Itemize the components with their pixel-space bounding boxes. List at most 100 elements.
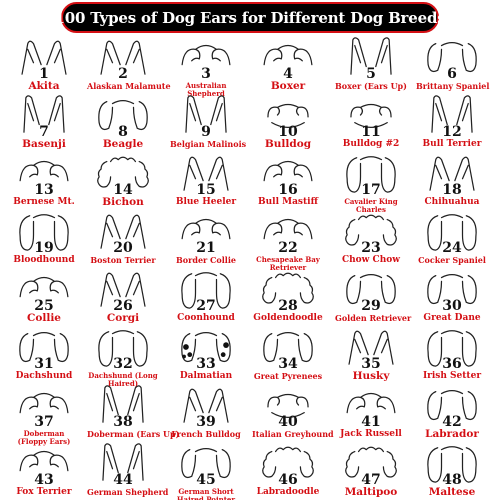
rose-ears-icon [267, 393, 309, 419]
breed-card: 46 Labradoodle [252, 442, 324, 497]
breed-name: Alaskan Malamute [87, 81, 171, 91]
breed-card: 5 Boxer (Ears Up) [335, 36, 407, 91]
breed-name: Corgi [106, 312, 140, 324]
long-ears-icon [98, 330, 148, 367]
breed-number: 31 [34, 356, 54, 372]
fold-ears-icon [346, 392, 396, 414]
fluffy-ears-icon [345, 446, 397, 478]
breed-name: Great Dane [423, 313, 481, 323]
breed-name: Beagle [102, 138, 144, 150]
breed-name: Collie [26, 312, 61, 324]
breed-number: 6 [447, 66, 457, 82]
breed-number: 8 [118, 124, 128, 140]
breed-name: Australian Shepherd [185, 81, 227, 98]
drop-ears-icon [19, 332, 69, 363]
breed-number: 14 [113, 182, 133, 198]
breed-card: 28 Goldendoodle [252, 268, 324, 323]
erect-ears-icon [21, 40, 67, 75]
breed-name: Doberman (Ears Up) [87, 429, 180, 439]
drop-ears-icon [427, 390, 477, 421]
breed-number: 34 [278, 356, 298, 372]
long-ears-icon [427, 330, 477, 367]
breed-name: Brittany Spaniel [416, 81, 490, 91]
breed-name: Maltese [428, 486, 476, 498]
breed-number: 33 [196, 356, 216, 372]
breed-number: 37 [34, 414, 54, 430]
erect-ears-icon [100, 40, 146, 75]
drop-ears-icon [181, 448, 231, 479]
breed-name: Bulldog #2 [342, 139, 400, 149]
breed-card: 4 Boxer [252, 36, 324, 91]
breed-number: 23 [361, 240, 381, 256]
spotted-ears-icon [181, 332, 231, 363]
breed-name: Italian Greyhound [252, 429, 334, 439]
breed-name: Great Pyrenees [253, 371, 323, 381]
breed-name: Belgian Malinois [170, 139, 247, 149]
breed-number: 45 [196, 472, 216, 488]
breed-card: 26 Corgi [87, 268, 159, 323]
breed-card: 16 Bull Mastiff [252, 152, 324, 207]
rose-ears-icon [267, 103, 309, 129]
erect-ears-icon [183, 156, 229, 191]
fold-ears-icon [19, 450, 69, 472]
drop-ears-icon [427, 42, 477, 73]
breed-name: Cavalier King Charles [344, 197, 398, 214]
title-banner: 100 Types of Dog Ears for Different Dog … [55, 2, 446, 33]
breed-number: 24 [442, 240, 462, 256]
breed-number: 30 [442, 298, 462, 314]
drop-ears-icon [98, 100, 148, 131]
fold-ears-icon [263, 160, 313, 182]
breed-card: 9 Belgian Malinois [170, 94, 247, 149]
breed-number: 47 [361, 472, 381, 488]
breed-number: 44 [113, 472, 133, 488]
breed-number: 12 [442, 124, 462, 140]
breed-name: Chihuahua [424, 197, 480, 207]
erect-ears-icon [183, 388, 229, 423]
breed-card: 7 Basenji [8, 94, 80, 149]
long-ears-icon [427, 446, 477, 483]
breed-number: 42 [442, 414, 462, 430]
breed-card: 12 Bull Terrier [416, 94, 488, 149]
breed-number: 28 [278, 298, 298, 314]
breed-card: 3 Australian Shepherd [170, 36, 242, 98]
breed-card: 38 Doberman (Ears Up) [87, 384, 180, 439]
erect-ears-icon [348, 330, 394, 365]
breed-card: 42 Labrador [416, 384, 488, 439]
fold-ears-icon [181, 44, 231, 66]
erect-ears-icon [100, 214, 146, 249]
breed-card: 13 Bernese Mt. [8, 152, 80, 207]
breed-card: 48 Maltese [416, 442, 488, 497]
breed-name: Boxer [270, 80, 306, 92]
breed-card: 27 Coonhound [170, 268, 242, 323]
breed-name: Chow Chow [341, 255, 401, 265]
breed-card: 39 French Bulldog [170, 384, 242, 439]
drop-ears-icon [427, 274, 477, 305]
breed-name: Blue Heeler [175, 197, 237, 207]
breed-name: Bull Terrier [422, 139, 482, 149]
breed-number: 1 [39, 66, 49, 82]
tall-ears-icon [23, 95, 65, 133]
breed-number: 19 [34, 240, 54, 256]
breed-card: 29 Golden Retriever [335, 268, 412, 323]
fluffy-ears-icon [262, 272, 314, 304]
breed-card: 17 Cavalier King Charles [335, 152, 407, 214]
tall-ears-icon [350, 37, 392, 75]
breed-name: Fox Terrier [16, 487, 72, 497]
breed-number: 17 [361, 182, 381, 198]
breed-card: 31 Dachshund [8, 326, 80, 381]
breed-name: Golden Retriever [335, 313, 412, 323]
breed-number: 13 [34, 182, 54, 198]
breed-card: 45 German Short Haired Pointer [170, 442, 242, 500]
erect-ears-icon [100, 272, 146, 307]
breed-name: Coonhound [177, 313, 235, 323]
breed-number: 4 [283, 66, 293, 82]
breed-number: 15 [196, 182, 216, 198]
breed-name: German Short Haired Pointer [176, 487, 236, 500]
long-ears-icon [181, 272, 231, 309]
breed-name: Goldendoodle [253, 313, 323, 323]
breed-card: 44 German Shepherd [87, 442, 168, 497]
breed-number: 41 [361, 414, 381, 430]
breed-card: 8 Beagle [87, 94, 159, 149]
breed-card: 30 Great Dane [416, 268, 488, 323]
breed-card: 1 Akita [8, 36, 80, 91]
